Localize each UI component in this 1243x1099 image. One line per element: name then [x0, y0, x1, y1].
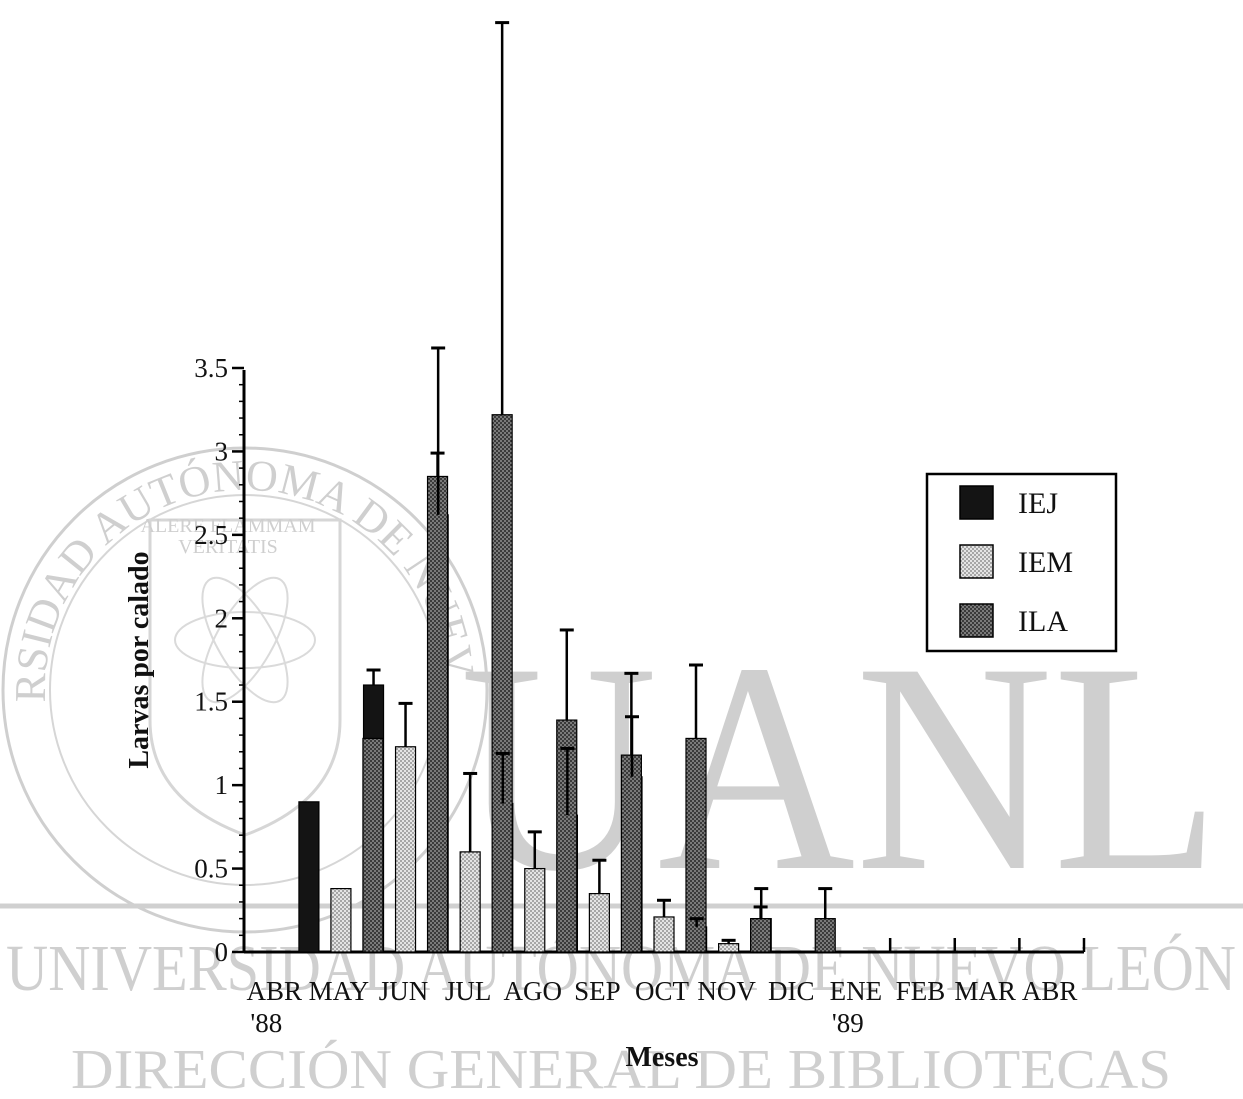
x-tick-label: AGO — [504, 976, 563, 1006]
atom-orbit-3 — [201, 576, 289, 704]
x-tick-label: ABR — [1022, 976, 1078, 1006]
legend: IEJ IEM ILA — [925, 472, 1118, 653]
bar-iem — [653, 916, 675, 953]
x-axis-title: Meses — [625, 1042, 698, 1073]
bar-ila — [362, 737, 384, 953]
x-tick-label: NOV — [697, 976, 756, 1006]
x-tick-label: ABR — [247, 976, 303, 1006]
watermark-uanl: UANL — [460, 601, 1220, 933]
y-tick-label: 3.5 — [194, 353, 228, 383]
seal-motto-2: VERITATIS — [178, 536, 278, 558]
x-tick-sublabel: '89 — [832, 1008, 864, 1038]
legend-swatch-iej — [959, 485, 994, 520]
error-bars — [366, 21, 833, 944]
y-tick-label: 2.5 — [194, 520, 228, 550]
watermark-library: DIRECCIÓN GENERAL DE BIBLIOTECAS — [71, 1038, 1171, 1099]
x-tick-label: ENE — [830, 976, 882, 1006]
bar-ila — [814, 918, 836, 953]
x-tick-sublabel: '88 — [250, 1008, 282, 1038]
bar-iem — [330, 887, 352, 953]
bar-ila — [620, 754, 642, 953]
y-tick-label: 0 — [215, 937, 229, 967]
legend-swatch-iem — [959, 544, 994, 579]
bar-iem — [718, 943, 740, 953]
bar-ila — [426, 475, 449, 953]
y-tick-label: 0.5 — [194, 854, 228, 884]
bar-ila — [750, 918, 772, 953]
x-tick-label: JUN — [379, 976, 429, 1006]
x-tick-label: OCT — [635, 976, 690, 1006]
bar-iem — [588, 892, 610, 953]
legend-box — [925, 472, 1118, 653]
x-tick-label: SEP — [574, 976, 621, 1006]
y-tick-label: 3 — [215, 436, 229, 466]
x-tick-label: FEB — [896, 976, 946, 1006]
bar-iej — [298, 801, 320, 953]
x-tick-label: JUL — [445, 976, 492, 1006]
x-tick-label: MAY — [309, 976, 370, 1006]
atom-orbit-2 — [201, 576, 289, 704]
legend-label-iem: IEM — [1018, 546, 1073, 579]
bar-iem — [524, 867, 546, 953]
bar-iem — [394, 746, 417, 953]
bars — [298, 414, 836, 953]
legend-swatch-ila — [959, 603, 994, 638]
x-tick-label: DIC — [768, 976, 815, 1006]
bar-iem — [459, 851, 481, 953]
x-tick-label: MAR — [954, 976, 1016, 1006]
y-tick-label: 1 — [215, 770, 229, 800]
seal-motto-1: ALERE FLAMMAM — [140, 515, 315, 537]
y-axis-title: Larvas por calado — [124, 551, 155, 768]
y-tick-label: 2 — [215, 603, 229, 633]
bar-ila — [491, 414, 513, 953]
y-tick-label: 1.5 — [194, 687, 228, 717]
legend-label-ila: ILA — [1018, 605, 1068, 638]
y-ticks: 0 0.5 1 1.5 2 2.5 3 3.5 — [194, 353, 244, 967]
legend-label-iej: IEJ — [1018, 487, 1058, 520]
